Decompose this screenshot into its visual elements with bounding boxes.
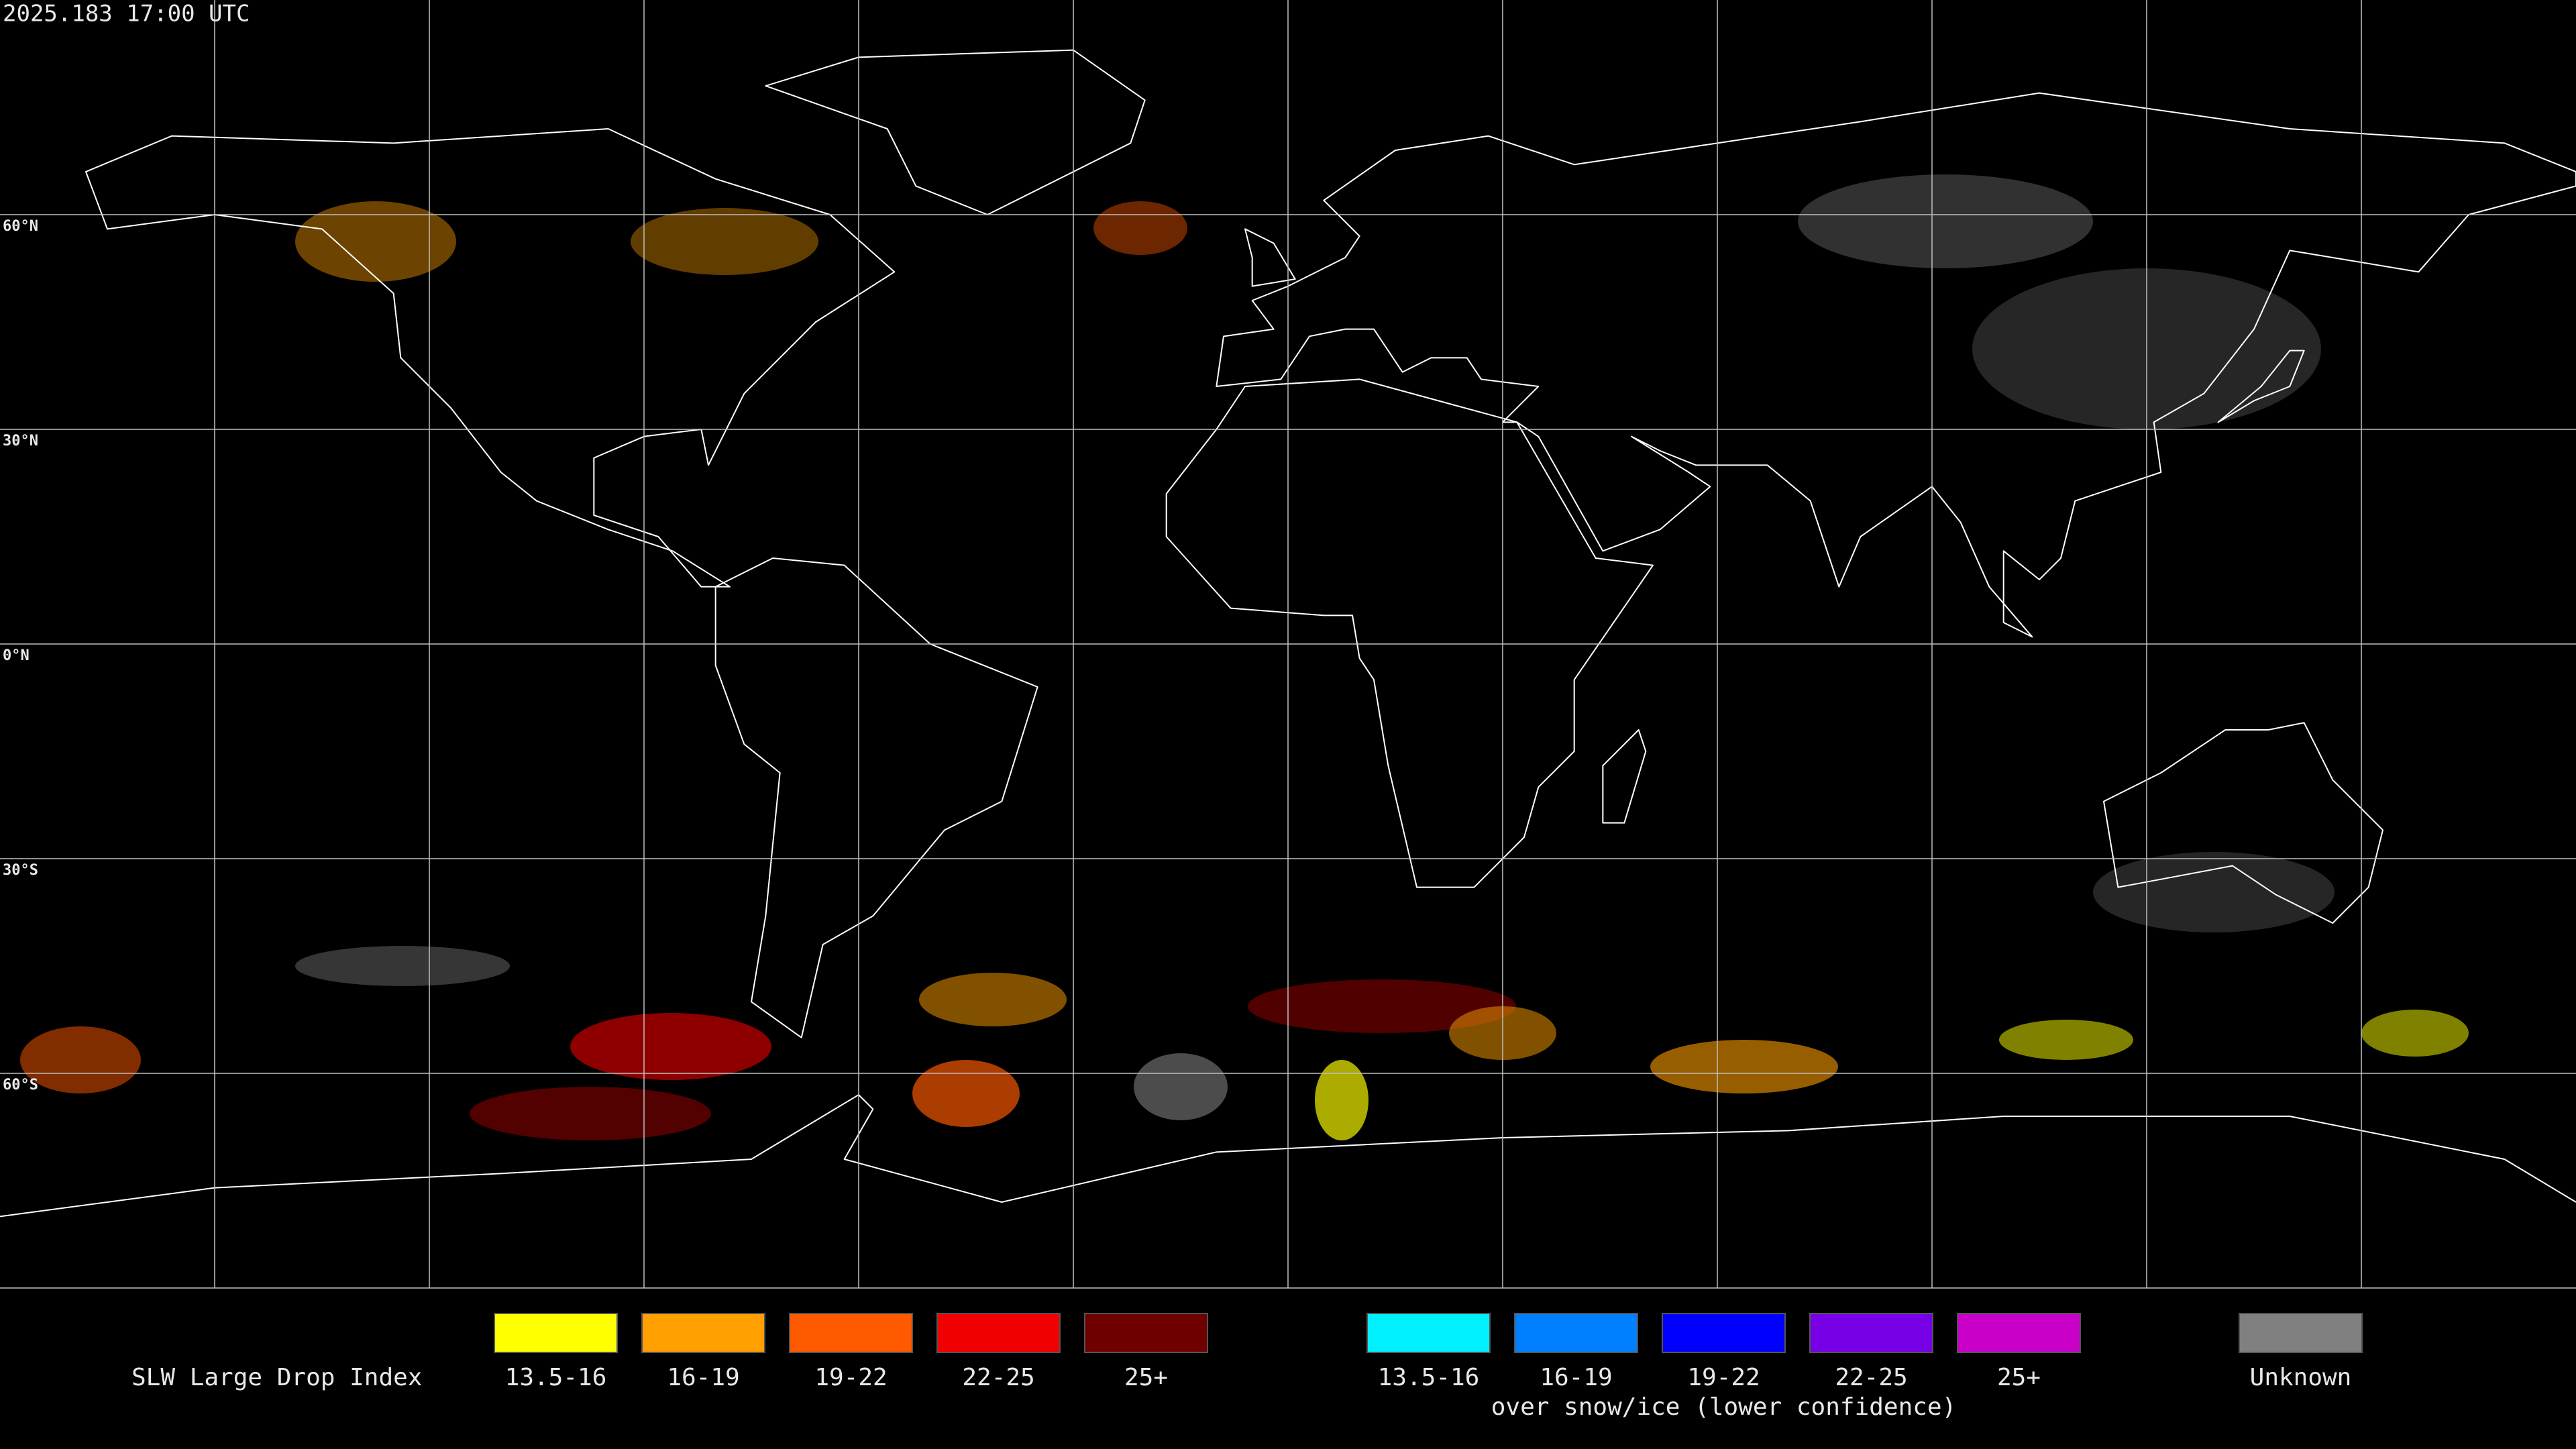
legend-swatch [1662,1313,1786,1353]
latitude-label: 30°N [3,433,38,449]
latitude-label: 60°S [3,1077,38,1093]
coast-greenland [765,50,1144,215]
latitude-label: 0°N [3,647,30,664]
timestamp: 2025.183 17:00 UTC [3,1,250,28]
legend-swatch [1957,1313,2081,1353]
legend-swatch [1366,1313,1491,1353]
legend-label: Unknown [2250,1364,2352,1391]
legend-label: 16-19 [667,1364,739,1391]
legend-swatch [494,1313,618,1353]
legend-swatch [1514,1313,1638,1353]
coast-africa [1167,379,1653,887]
legend-title: SLW Large Drop Index [131,1364,422,1391]
legend-swatch [1809,1313,1933,1353]
coast-north-america [86,129,894,587]
legend-label: 19-22 [1687,1364,1760,1391]
legend-label: 16-19 [1540,1364,1612,1391]
coast-australia [2104,722,2383,923]
latitude-label: 60°N [3,218,38,235]
coast-madagascar [1603,730,1646,823]
coast-eurasia [1216,93,2576,637]
legend-label: 22-25 [962,1364,1034,1391]
legend-label: 13.5-16 [505,1364,607,1391]
legend-label: 19-22 [814,1364,887,1391]
coastlines [0,50,2576,1217]
legend-swatch [2239,1313,2363,1353]
latitude-label: 30°S [3,862,38,879]
legend-swatch [641,1313,765,1353]
legend-label: 13.5-16 [1378,1364,1480,1391]
legend-label: 25+ [1124,1364,1168,1391]
legend-swatch [789,1313,913,1353]
coast-south-america [716,558,1038,1038]
coast-japan [2218,351,2304,423]
coast-antarctica [0,1095,2576,1216]
graticule: 60°N 30°N 0°N 30°S 60°S [0,0,2576,1289]
legend-label: 22-25 [1835,1364,1907,1391]
legend-subtitle: over snow/ice (lower confidence) [1491,1393,1957,1421]
legend: SLW Large Drop Index 13.5-16 16-19 19-22 22… [131,1313,2363,1421]
legend-swatch [1084,1313,1208,1353]
legend-swatch [936,1313,1061,1353]
legend-label: 25+ [1997,1364,2041,1391]
